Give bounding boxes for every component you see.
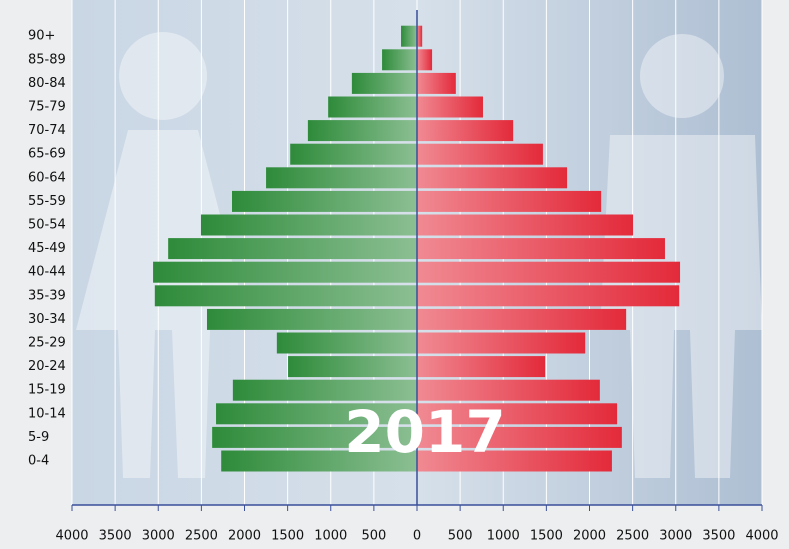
y-category-label: 0-4 — [28, 454, 49, 469]
bar — [417, 167, 567, 188]
x-tick-label: 500 — [361, 529, 386, 544]
year-annotation: 2017 — [344, 398, 505, 466]
bar — [232, 191, 417, 212]
chart: 2017 4000 3500 3000 2500 2000 1500 1000 500 0 500… — [0, 0, 789, 549]
bar — [308, 120, 417, 141]
x-tick-label: 1500 — [271, 529, 304, 544]
y-category-label: 30-34 — [28, 312, 66, 327]
bar — [266, 167, 417, 188]
bar — [153, 262, 417, 283]
bar — [417, 97, 483, 118]
bar — [207, 309, 417, 330]
bar — [417, 262, 680, 283]
y-category-label: 50-54 — [28, 218, 66, 233]
y-category-label: 60-64 — [28, 170, 66, 185]
x-tick-label: 3000 — [142, 529, 175, 544]
bar — [417, 191, 601, 212]
bar — [352, 73, 417, 94]
y-category-label: 70-74 — [28, 123, 66, 138]
bar — [277, 333, 417, 354]
x-tick-label: 3500 — [702, 529, 735, 544]
bar — [288, 356, 417, 377]
x-tick-label: 2500 — [185, 529, 218, 544]
x-tick-label: 1500 — [530, 529, 563, 544]
y-category-label: 15-19 — [28, 383, 66, 398]
bar — [290, 144, 417, 165]
y-category-label: 45-49 — [28, 241, 66, 256]
y-category-label: 10-14 — [28, 406, 66, 421]
bar — [417, 120, 513, 141]
bar — [417, 285, 679, 306]
y-category-label: 40-44 — [28, 265, 66, 280]
bar — [417, 333, 585, 354]
bar — [417, 238, 665, 259]
x-tick-label: 4000 — [745, 529, 778, 544]
y-category-label: 20-24 — [28, 359, 66, 374]
bar — [382, 49, 417, 70]
x-tick-label: 2500 — [616, 529, 649, 544]
y-category-label: 35-39 — [28, 288, 66, 303]
y-category-label: 65-69 — [28, 147, 66, 162]
x-tick-label: 3000 — [659, 529, 692, 544]
x-tick-label: 2000 — [228, 529, 261, 544]
x-tick-label: 3500 — [99, 529, 132, 544]
y-category-label: 25-29 — [28, 336, 66, 351]
bar — [417, 144, 543, 165]
x-tick-label: 1000 — [314, 529, 347, 544]
y-category-label: 90+ — [28, 29, 55, 44]
x-tick-label: 2000 — [573, 529, 606, 544]
bar — [417, 26, 422, 47]
x-tick-label: 1000 — [487, 529, 520, 544]
bar — [417, 49, 432, 70]
bar — [401, 26, 417, 47]
bar — [417, 73, 456, 94]
bar — [201, 215, 417, 236]
bar — [417, 309, 626, 330]
y-category-label: 75-79 — [28, 100, 66, 115]
y-category-label: 5-9 — [28, 430, 49, 445]
x-tick-label: 0 — [413, 529, 421, 544]
y-category-label: 80-84 — [28, 76, 66, 91]
bar — [417, 356, 545, 377]
bar — [168, 238, 417, 259]
y-category-label: 55-59 — [28, 194, 66, 209]
bar — [155, 285, 417, 306]
x-tick-label: 4000 — [55, 529, 88, 544]
y-category-label: 85-89 — [28, 52, 66, 67]
bar — [328, 97, 417, 118]
x-tick-label: 500 — [448, 529, 473, 544]
bar — [417, 215, 633, 236]
